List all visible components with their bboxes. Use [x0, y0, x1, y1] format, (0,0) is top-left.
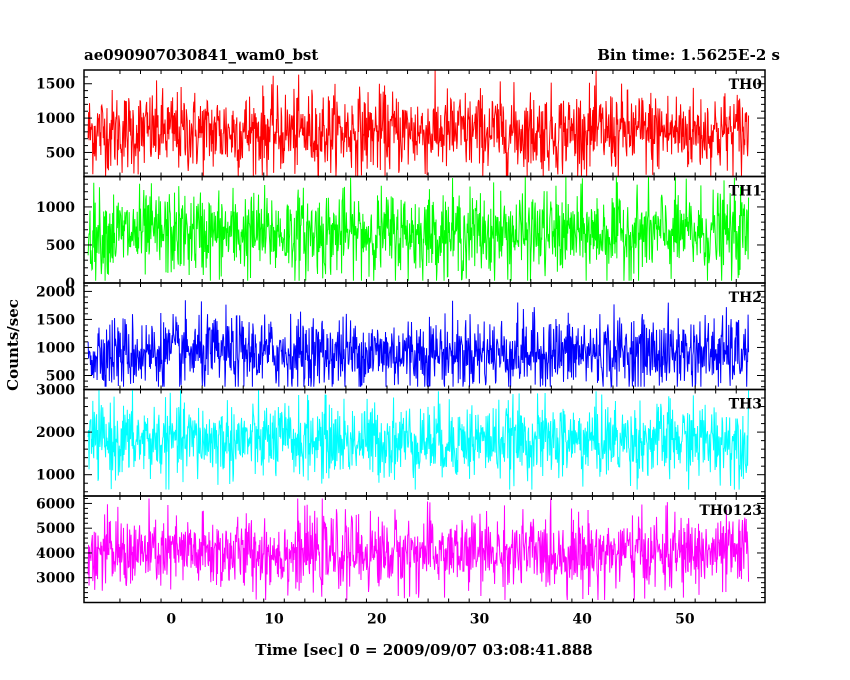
panel-label-th1: TH1 — [729, 184, 762, 200]
x-tick-label-2: 20 — [367, 612, 387, 628]
x-tick-label-0: 0 — [166, 612, 176, 628]
y-tick-label-th0-1: 1000 — [36, 111, 75, 127]
panel-frame-th0123 — [83, 495, 766, 604]
y-axis-label: Counts/sec — [4, 299, 22, 391]
series-line-th1 — [87, 176, 750, 281]
chart-title-right: Bin time: 1.5625E-2 s — [597, 46, 780, 64]
y-tick-label-th2-3: 2000 — [36, 284, 75, 300]
panel-th0123: TH0123 3000 4000 5000 6000 — [36, 495, 766, 604]
y-tick-label-th3-0: 1000 — [36, 468, 75, 484]
y-tick-label-th2-0: 500 — [46, 368, 75, 384]
y-tick-label-th1-1: 500 — [46, 238, 75, 254]
series-line-th0 — [87, 69, 750, 179]
y-tick-label-th3-1: 2000 — [36, 425, 75, 441]
y-tick-label-th0-2: 1500 — [36, 77, 75, 93]
y-tick-label-th1-2: 1000 — [36, 200, 75, 216]
x-tick-label-3: 30 — [470, 612, 490, 628]
series-line-th2 — [87, 300, 750, 389]
x-tick-label-5: 50 — [675, 612, 695, 628]
panel-label-th3: TH3 — [729, 397, 762, 413]
chart-title-left: ae090907030841_wam0_bst — [84, 46, 318, 64]
y-tick-label-th2-1: 1000 — [36, 340, 75, 356]
y-tick-label-th0123-3: 6000 — [36, 496, 75, 512]
panel-label-th0: TH0 — [729, 77, 763, 93]
x-axis-label: Time [sec] 0 = 2009/09/07 03:08:41.888 — [255, 641, 592, 659]
panel-label-th2: TH2 — [729, 290, 762, 306]
panel-th2: TH2 500 1000 1500 2000 — [36, 282, 766, 391]
x-tick-label-4: 40 — [572, 612, 592, 628]
panels-layer: TH0 500 1000 1500 TH1 0 500 1000 TH2 500 1000 1500 2… — [36, 69, 766, 604]
y-tick-label-th0123-0: 3000 — [36, 571, 75, 587]
panel-label-th0123: TH0123 — [699, 503, 762, 519]
panel-th3: TH3 1000 2000 3000 — [36, 383, 766, 497]
panel-th0: TH0 500 1000 1500 — [36, 69, 766, 179]
y-tick-label-th0123-1: 4000 — [36, 546, 75, 562]
y-tick-label-th0-0: 500 — [46, 145, 75, 161]
x-ticks-layer: 0 10 20 30 40 50 — [166, 612, 694, 628]
series-line-th0123 — [87, 498, 750, 601]
panel-th1: TH1 0 500 1000 — [36, 175, 766, 292]
y-tick-label-th0123-2: 5000 — [36, 521, 75, 537]
x-tick-label-1: 10 — [264, 612, 284, 628]
y-tick-label-th1-0: 0 — [65, 276, 75, 292]
y-tick-label-th3-2: 3000 — [36, 383, 75, 399]
series-line-th3 — [87, 389, 750, 490]
y-tick-label-th2-2: 1500 — [36, 312, 75, 328]
